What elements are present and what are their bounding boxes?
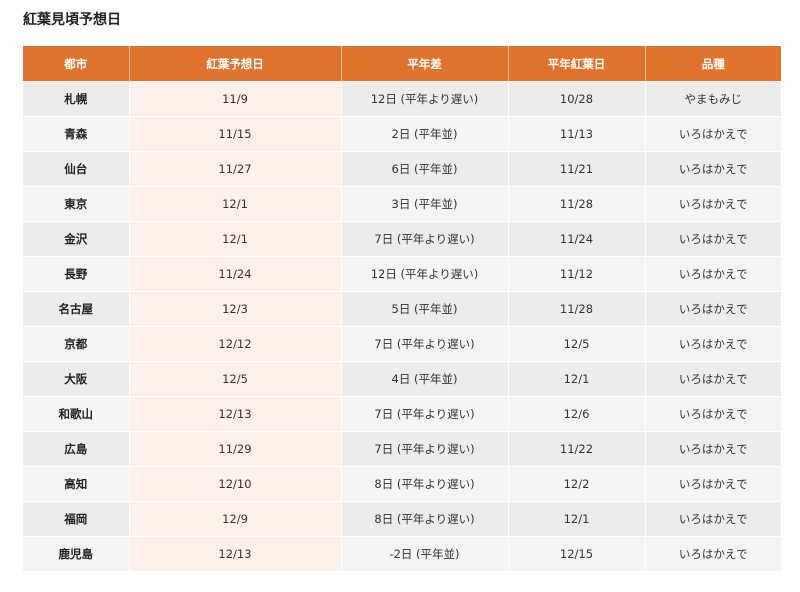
cell-variety: いろはかえで xyxy=(645,221,781,257)
cell-city: 和歌山 xyxy=(23,396,130,432)
cell-forecast-date: 12/3 xyxy=(129,291,342,327)
cell-variety: いろはかえで xyxy=(645,151,781,187)
cell-city: 名古屋 xyxy=(23,291,130,327)
cell-normal-date: 12/15 xyxy=(508,536,646,571)
table-row: 京都 12/12 7日 (平年より遅い) 12/5 いろはかえで xyxy=(23,326,781,362)
cell-normal-date: 12/5 xyxy=(508,326,646,362)
cell-forecast-date: 12/13 xyxy=(129,396,342,432)
cell-variety: いろはかえで xyxy=(645,501,781,537)
cell-diff-from-normal: 8日 (平年より遅い) xyxy=(341,501,509,537)
table-row: 東京 12/1 3日 (平年並) 11/28 いろはかえで xyxy=(23,186,781,222)
cell-variety: いろはかえで xyxy=(645,536,781,571)
table-row: 青森 11/15 2日 (平年並) 11/13 いろはかえで xyxy=(23,116,781,152)
cell-forecast-date: 11/24 xyxy=(129,256,342,292)
cell-normal-date: 11/28 xyxy=(508,186,646,222)
cell-city: 京都 xyxy=(23,326,130,362)
cell-diff-from-normal: 12日 (平年より遅い) xyxy=(341,256,509,292)
cell-variety: やまもみじ xyxy=(645,81,781,117)
cell-forecast-date: 11/9 xyxy=(129,81,342,117)
cell-diff-from-normal: 8日 (平年より遅い) xyxy=(341,466,509,502)
cell-diff-from-normal: 3日 (平年並) xyxy=(341,186,509,222)
column-header-normal-date: 平年紅葉日 xyxy=(508,46,646,82)
cell-diff-from-normal: 4日 (平年並) xyxy=(341,361,509,397)
cell-diff-from-normal: 6日 (平年並) xyxy=(341,151,509,187)
cell-normal-date: 12/2 xyxy=(508,466,646,502)
table-row: 金沢 12/1 7日 (平年より遅い) 11/24 いろはかえで xyxy=(23,221,781,257)
cell-diff-from-normal: 12日 (平年より遅い) xyxy=(341,81,509,117)
table-row: 札幌 11/9 12日 (平年より遅い) 10/28 やまもみじ xyxy=(23,81,781,117)
cell-city: 高知 xyxy=(23,466,130,502)
table-row: 仙台 11/27 6日 (平年並) 11/21 いろはかえで xyxy=(23,151,781,187)
cell-city: 金沢 xyxy=(23,221,130,257)
cell-forecast-date: 11/27 xyxy=(129,151,342,187)
cell-city: 青森 xyxy=(23,116,130,152)
cell-variety: いろはかえで xyxy=(645,116,781,152)
cell-normal-date: 11/21 xyxy=(508,151,646,187)
cell-city: 鹿児島 xyxy=(23,536,130,571)
cell-diff-from-normal: -2日 (平年並) xyxy=(341,536,509,571)
cell-forecast-date: 12/9 xyxy=(129,501,342,537)
column-header-forecast-date: 紅葉予想日 xyxy=(129,46,342,82)
cell-forecast-date: 11/29 xyxy=(129,431,342,467)
column-header-city: 都市 xyxy=(23,46,130,82)
page-title: 紅葉見頃予想日 xyxy=(23,12,121,28)
table-row: 大阪 12/5 4日 (平年並) 12/1 いろはかえで xyxy=(23,361,781,397)
cell-variety: いろはかえで xyxy=(645,361,781,397)
cell-city: 東京 xyxy=(23,186,130,222)
cell-normal-date: 11/24 xyxy=(508,221,646,257)
cell-city: 札幌 xyxy=(23,81,130,117)
cell-forecast-date: 12/5 xyxy=(129,361,342,397)
cell-diff-from-normal: 7日 (平年より遅い) xyxy=(341,221,509,257)
cell-diff-from-normal: 7日 (平年より遅い) xyxy=(341,326,509,362)
cell-city: 広島 xyxy=(23,431,130,467)
cell-diff-from-normal: 5日 (平年並) xyxy=(341,291,509,327)
cell-variety: いろはかえで xyxy=(645,291,781,327)
cell-forecast-date: 12/12 xyxy=(129,326,342,362)
cell-diff-from-normal: 2日 (平年並) xyxy=(341,116,509,152)
cell-normal-date: 11/28 xyxy=(508,291,646,327)
cell-variety: いろはかえで xyxy=(645,396,781,432)
cell-variety: いろはかえで xyxy=(645,326,781,362)
column-header-diff-from-normal: 平年差 xyxy=(341,46,509,82)
table-row: 広島 11/29 7日 (平年より遅い) 11/22 いろはかえで xyxy=(23,431,781,467)
cell-city: 長野 xyxy=(23,256,130,292)
cell-forecast-date: 12/1 xyxy=(129,186,342,222)
cell-normal-date: 10/28 xyxy=(508,81,646,117)
cell-normal-date: 11/13 xyxy=(508,116,646,152)
cell-normal-date: 12/1 xyxy=(508,501,646,537)
cell-forecast-date: 12/13 xyxy=(129,536,342,571)
table-row: 福岡 12/9 8日 (平年より遅い) 12/1 いろはかえで xyxy=(23,501,781,537)
cell-city: 福岡 xyxy=(23,501,130,537)
cell-normal-date: 11/12 xyxy=(508,256,646,292)
cell-normal-date: 12/6 xyxy=(508,396,646,432)
table-row: 高知 12/10 8日 (平年より遅い) 12/2 いろはかえで xyxy=(23,466,781,502)
cell-forecast-date: 12/1 xyxy=(129,221,342,257)
cell-variety: いろはかえで xyxy=(645,186,781,222)
cell-city: 仙台 xyxy=(23,151,130,187)
table-header-row: 都市 紅葉予想日 平年差 平年紅葉日 品種 xyxy=(23,46,781,82)
table-row: 名古屋 12/3 5日 (平年並) 11/28 いろはかえで xyxy=(23,291,781,327)
cell-normal-date: 12/1 xyxy=(508,361,646,397)
cell-variety: いろはかえで xyxy=(645,466,781,502)
table-row: 和歌山 12/13 7日 (平年より遅い) 12/6 いろはかえで xyxy=(23,396,781,432)
cell-normal-date: 11/22 xyxy=(508,431,646,467)
column-header-variety: 品種 xyxy=(645,46,781,82)
autumn-leaves-table: 都市 紅葉予想日 平年差 平年紅葉日 品種 札幌 11/9 12日 (平年より遅い) 10/2… xyxy=(23,46,781,571)
cell-variety: いろはかえで xyxy=(645,431,781,467)
cell-variety: いろはかえで xyxy=(645,256,781,292)
cell-diff-from-normal: 7日 (平年より遅い) xyxy=(341,431,509,467)
cell-city: 大阪 xyxy=(23,361,130,397)
cell-forecast-date: 12/10 xyxy=(129,466,342,502)
table-row: 長野 11/24 12日 (平年より遅い) 11/12 いろはかえで xyxy=(23,256,781,292)
cell-forecast-date: 11/15 xyxy=(129,116,342,152)
cell-diff-from-normal: 7日 (平年より遅い) xyxy=(341,396,509,432)
table-row: 鹿児島 12/13 -2日 (平年並) 12/15 いろはかえで xyxy=(23,536,781,571)
